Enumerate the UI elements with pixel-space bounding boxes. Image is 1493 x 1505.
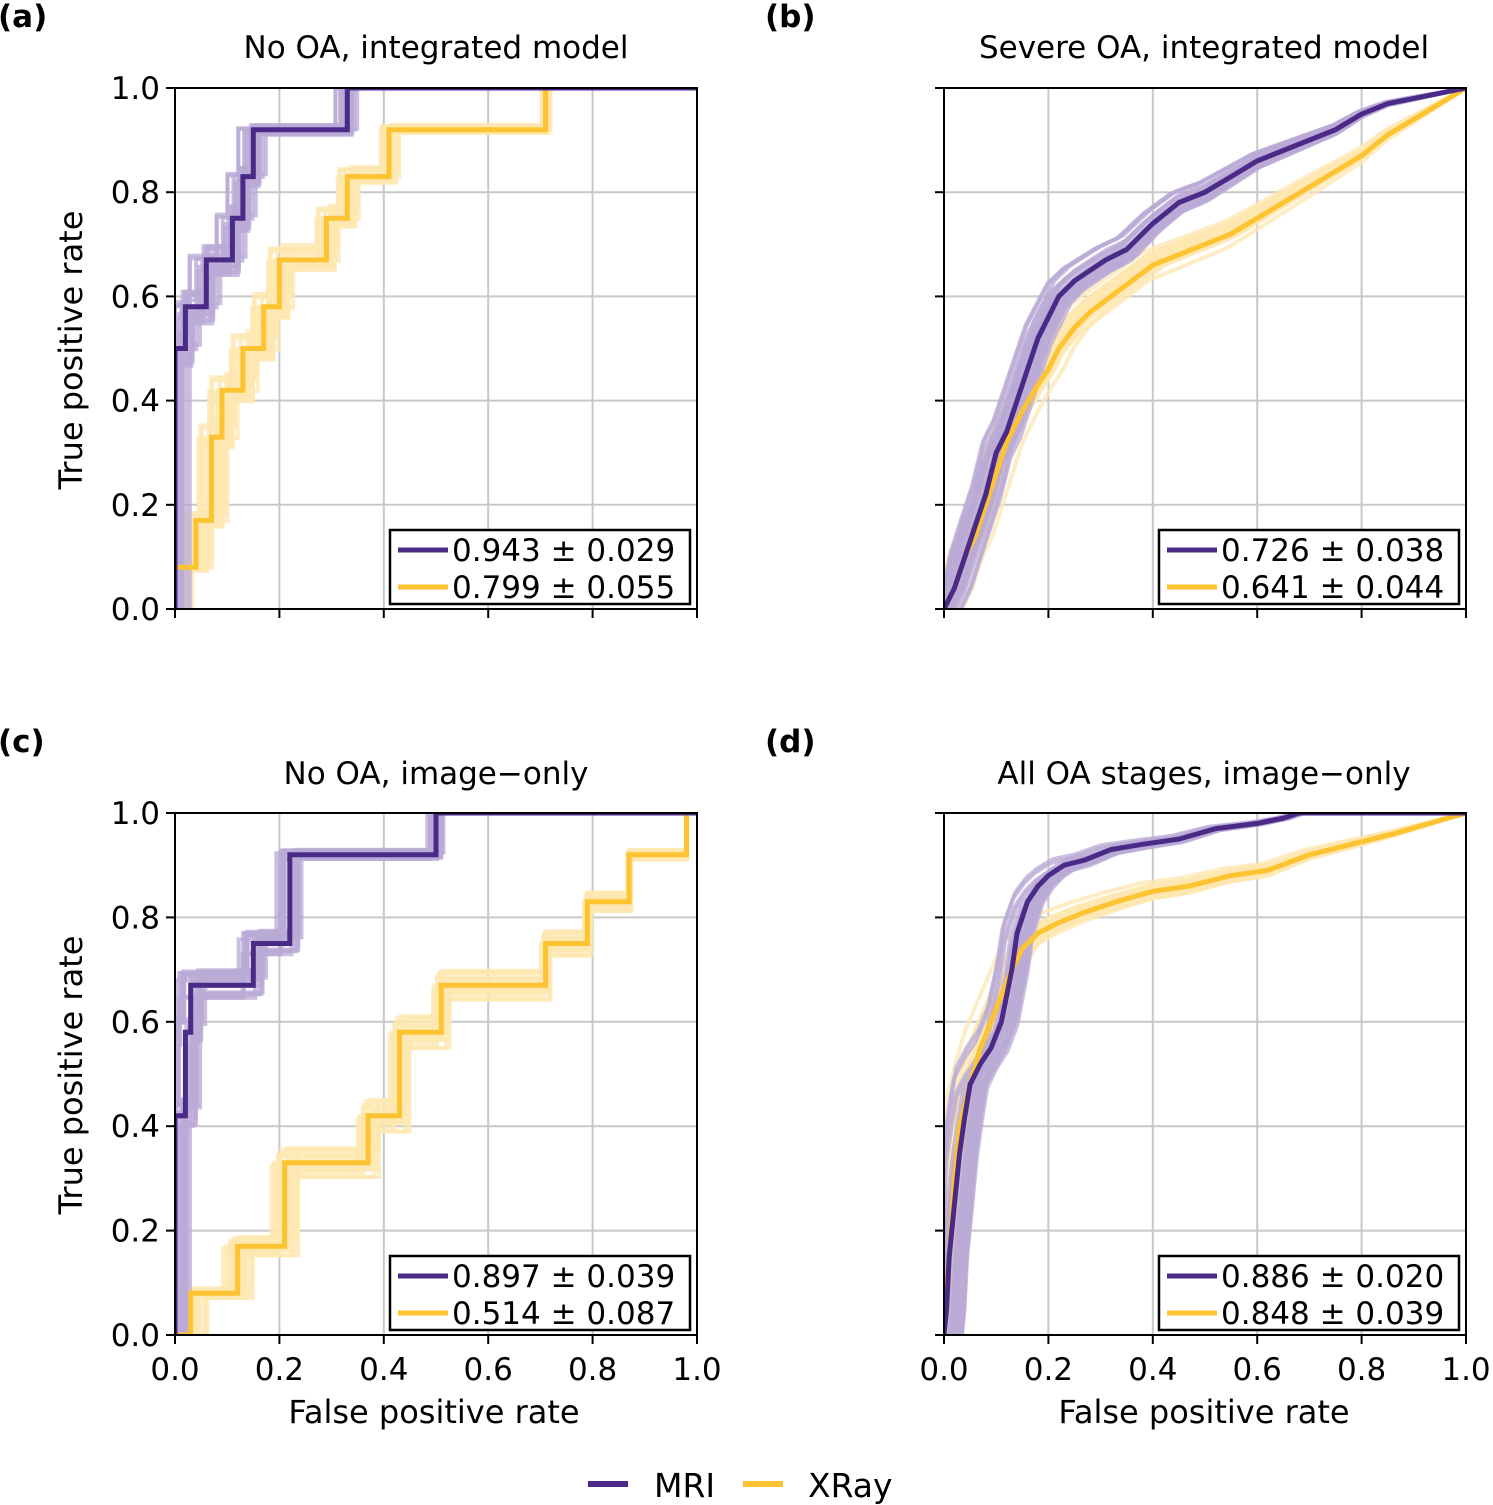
panel-a: (a) No OA, integrated model 0.0 0.2 0.4 0.6… [0, 0, 698, 628]
auc-legend-box [388, 528, 692, 606]
y-tick-label: 0.4 [111, 384, 160, 420]
ticks: 0.0 0.2 0.4 0.6 0.8 1.0 [919, 812, 1491, 1388]
x-tick-label: 0.0 [919, 1352, 968, 1388]
x-axis-label: False positive rate [1058, 1393, 1349, 1431]
mean-curves [175, 813, 697, 1335]
ticks: 0.00.0 0.2 0.2 0.4 0.4 0.6 0.6 0.8 0.8 1.0 1.0 [111, 796, 722, 1388]
axes-frame [943, 812, 1467, 1336]
x-tick-label: 0.2 [255, 1352, 304, 1388]
y-tick-label: 1.0 [111, 71, 160, 107]
y-tick-label: 0.4 [111, 1109, 160, 1145]
legend-xray-label: XRay [808, 1466, 893, 1505]
y-axis-label: True positive rate [52, 211, 90, 491]
panel-label: (a) [0, 0, 47, 35]
x-axis-label: False positive rate [288, 1393, 579, 1431]
xray-bootstrap-curve [184, 88, 697, 609]
auc-legend-xray-value: 0.641 ± 0.044 [1221, 570, 1444, 606]
auc-legend-xray-value: 0.514 ± 0.087 [452, 1296, 675, 1332]
y-tick-label: 0.2 [111, 488, 160, 524]
x-tick-label: 0.6 [464, 1352, 513, 1388]
panel-title: No OA, image−only [284, 756, 589, 792]
mri-roc-curve [944, 88, 1466, 609]
panel-label: (d) [765, 724, 816, 760]
y-tick-label: 0.2 [111, 1214, 160, 1250]
xray-roc-curve [175, 813, 697, 1335]
mri-bootstrap-curve [175, 813, 697, 1335]
mri-bootstrap-curve [944, 88, 1466, 609]
mean-curves [175, 88, 697, 609]
y-tick-label: 0.0 [111, 1318, 160, 1354]
auc-legend-xray-value: 0.799 ± 0.055 [452, 570, 675, 606]
x-tick-label: 0.4 [1128, 1352, 1177, 1388]
mri-bootstrap-curve [957, 88, 1466, 609]
auc-legend-box [388, 1254, 692, 1332]
mean-curves [944, 813, 1466, 1335]
mean-curves [944, 88, 1466, 609]
mri-roc-curve [175, 88, 697, 609]
panel-title: All OA stages, image−only [997, 756, 1410, 792]
x-tick-label: 1.0 [1441, 1352, 1490, 1388]
panel-title: Severe OA, integrated model [979, 30, 1429, 66]
panel-d: (d) All OA stages, image−only 0.0 0.2 0.4 0… [765, 724, 1491, 1431]
y-tick-label: 0.0 [111, 592, 160, 628]
y-tick-label: 1.0 [111, 796, 160, 832]
xray-roc-curve [944, 88, 1466, 609]
ticks [935, 87, 1467, 618]
panel-label: (b) [765, 0, 816, 35]
y-tick-label: 0.6 [111, 1005, 160, 1041]
x-tick-label: 0.8 [1337, 1352, 1386, 1388]
mri-bootstrap-curve [182, 813, 697, 1335]
auc-legend-mri-value: 0.886 ± 0.020 [1221, 1259, 1444, 1295]
y-tick-label: 0.6 [111, 279, 160, 315]
auc-legend-box [1157, 528, 1461, 606]
legend-mri-label: MRI [654, 1466, 715, 1505]
auc-legend-mri-value: 0.943 ± 0.029 [452, 533, 675, 569]
xray-roc-curve [175, 88, 697, 609]
mri-roc-curve [944, 813, 1466, 1335]
panel-c: (c) No OA, image−only 0.00.0 0.2 0.2 0.4 0.4… [0, 724, 722, 1431]
x-tick-label: 0.2 [1024, 1352, 1073, 1388]
auc-legend-xray-value: 0.848 ± 0.039 [1221, 1296, 1444, 1332]
x-tick-label: 0.0 [150, 1352, 199, 1388]
axes-frame [174, 812, 698, 1336]
x-tick-label: 0.8 [568, 1352, 617, 1388]
axes-frame [943, 87, 1467, 610]
x-tick-label: 0.6 [1233, 1352, 1282, 1388]
mri-roc-curve [175, 813, 697, 1335]
x-tick-label: 0.4 [359, 1352, 408, 1388]
auc-legend-mri-value: 0.726 ± 0.038 [1221, 533, 1444, 569]
ticks: 0.0 0.2 0.4 0.6 0.8 1.0 [111, 71, 698, 628]
mri-bootstrap-curve [175, 813, 697, 1335]
y-axis-label: True positive rate [52, 936, 90, 1216]
x-tick-label: 1.0 [672, 1352, 721, 1388]
panel-b: (b) Severe OA, integrated model 0.726 ± … [765, 0, 1467, 618]
panel-title: No OA, integrated model [244, 30, 629, 66]
panel-label: (c) [0, 724, 45, 760]
mri-bootstrap-curve [950, 813, 1466, 1335]
y-tick-label: 0.8 [111, 900, 160, 936]
auc-legend-box [1157, 1254, 1461, 1332]
y-tick-label: 0.8 [111, 175, 160, 211]
auc-legend-mri-value: 0.897 ± 0.039 [452, 1259, 675, 1295]
figure-legend: MRI XRay [588, 1466, 893, 1505]
axes-frame [174, 87, 698, 610]
